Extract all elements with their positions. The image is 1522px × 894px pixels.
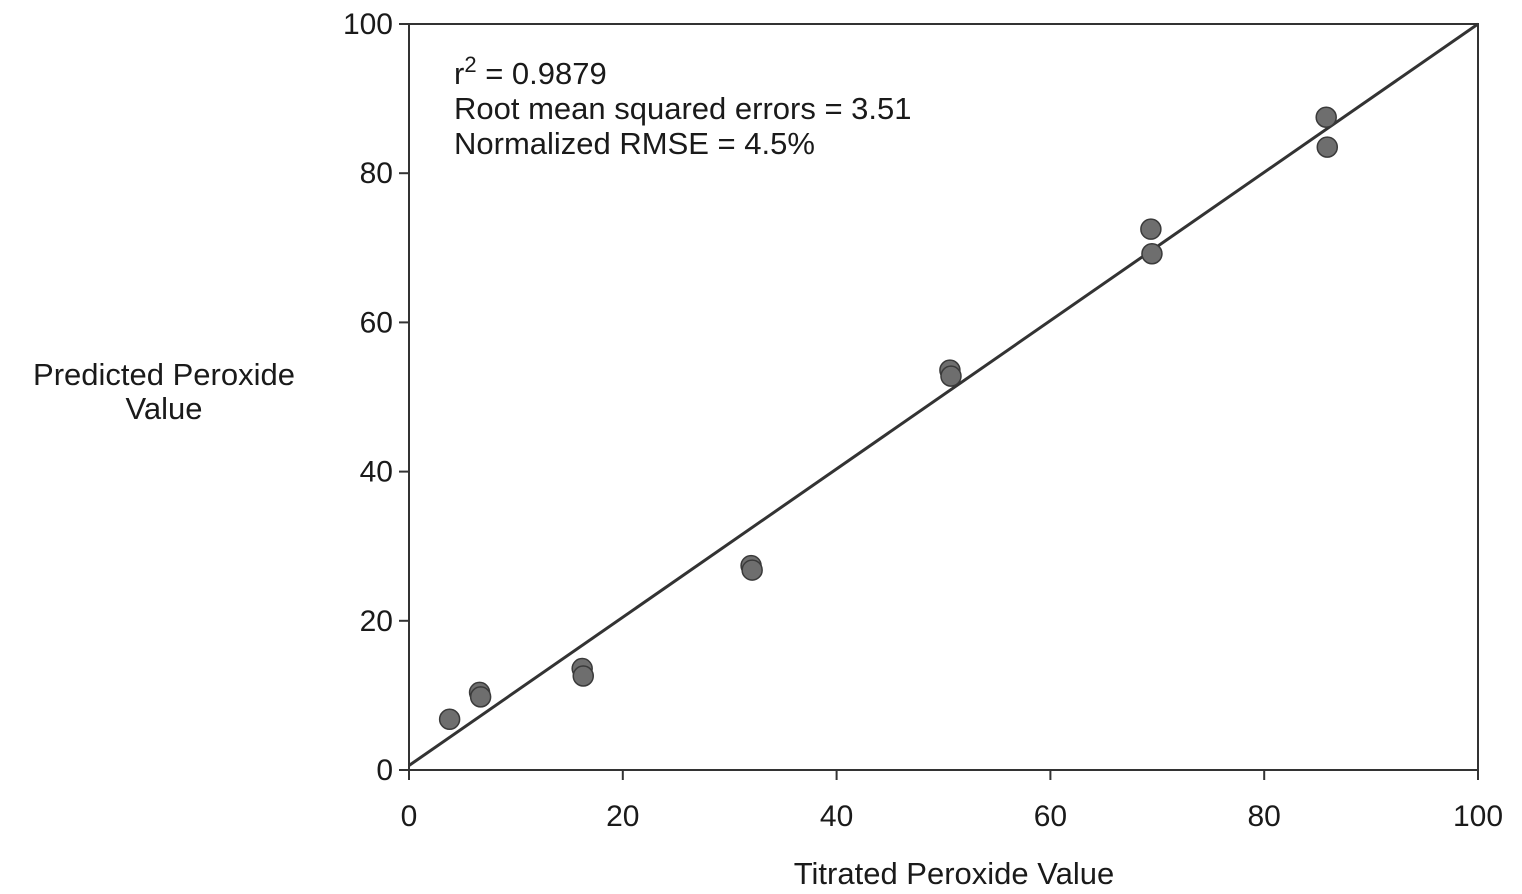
y-tick-label: 20	[360, 605, 393, 638]
x-tick-label: 100	[1453, 800, 1503, 833]
data-point	[440, 709, 460, 729]
data-point	[1316, 107, 1336, 127]
r-squared-text: r2 = 0.9879	[454, 52, 607, 91]
data-point	[742, 560, 762, 580]
y-axis-label-line-2: Value	[126, 391, 203, 426]
data-point	[1317, 137, 1337, 157]
y-tick-label: 80	[360, 157, 393, 190]
data-point	[1142, 244, 1162, 264]
data-points	[440, 107, 1338, 729]
y-tick-label: 0	[376, 754, 393, 787]
r-squared-prefix: r	[454, 56, 464, 91]
x-tick-label: 60	[1034, 800, 1067, 833]
normalized-rmse-text: Normalized RMSE = 4.5%	[454, 126, 815, 161]
y-tick-label: 60	[360, 306, 393, 339]
data-point	[573, 666, 593, 686]
data-point	[471, 687, 491, 707]
rmse-text: Root mean squared errors = 3.51	[454, 91, 912, 126]
x-axis-label: Titrated Peroxide Value	[794, 856, 1115, 891]
y-axis-label-line-1: Predicted Peroxide	[33, 357, 295, 392]
x-tick-label: 0	[401, 800, 418, 833]
data-point	[1141, 219, 1161, 239]
stats-annotation: r2 = 0.9879 Root mean squared errors = 3…	[454, 52, 912, 161]
r-squared-value: = 0.9879	[477, 56, 607, 91]
x-tick-label: 80	[1248, 800, 1281, 833]
x-tick-label: 20	[606, 800, 639, 833]
y-tick-label: 100	[343, 8, 393, 41]
y-tick-label: 40	[360, 456, 393, 489]
data-point	[941, 366, 961, 386]
r-squared-superscript: 2	[464, 52, 476, 77]
x-tick-label: 40	[820, 800, 853, 833]
